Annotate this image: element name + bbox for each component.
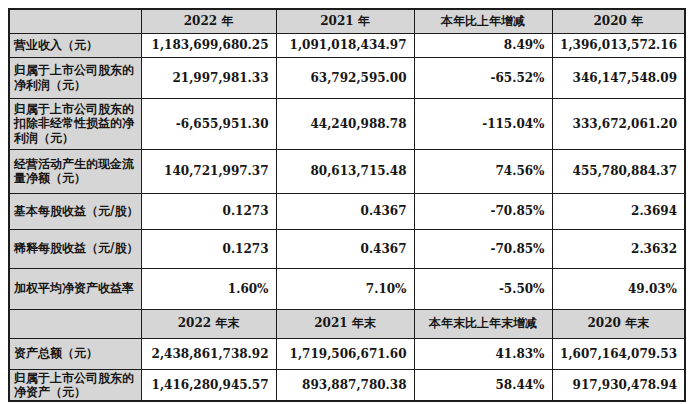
cell-2022: 0.1273: [141, 193, 276, 229]
cell-2022: 0.1273: [141, 229, 276, 268]
cell-yoy: -70.85%: [414, 193, 552, 229]
row-label: 经营活动产生的现金流量净额（元）: [9, 149, 141, 193]
cell-2022: -6,655,951.30: [141, 98, 276, 149]
cell-yoy: 58.44%: [414, 369, 552, 401]
cell-2022: 1,183,699,680.25: [141, 33, 276, 57]
row-label: 资产总额（元）: [9, 338, 141, 369]
financial-summary-table-container: 2022 年 2021 年 本年比上年增减 2020 年 营业收入（元） 1,1…: [8, 8, 686, 402]
table-row-net-profit-excl-nonrecurring: 归属于上市公司股东的扣除非经常性损益的净利润（元） -6,655,951.30 …: [9, 98, 685, 149]
row-label: 加权平均净资产收益率: [9, 268, 141, 309]
col-header-2022-end: 2022 年末: [141, 309, 276, 338]
cell-yoy: -65.52%: [414, 57, 552, 98]
col-header-yoy-change: 本年比上年增减: [414, 9, 552, 33]
table-row-revenue: 营业收入（元） 1,183,699,680.25 1,091,018,434.9…: [9, 33, 685, 57]
row-label: 归属于上市公司股东的净利润（元）: [9, 57, 141, 98]
row-label: 归属于上市公司股东的净资产（元）: [9, 369, 141, 401]
corner-cell: [9, 309, 141, 338]
cell-2020: 333,672,061.20: [552, 98, 685, 149]
cell-2021: 44,240,988.78: [276, 98, 414, 149]
row-label: 营业收入（元）: [9, 33, 141, 57]
cell-2021: 0.4367: [276, 229, 414, 268]
table-row-basic-eps: 基本每股收益（元/股） 0.1273 0.4367 -70.85% 2.3694: [9, 193, 685, 229]
table-row-net-assets: 归属于上市公司股东的净资产（元） 1,416,280,945.57 893,88…: [9, 369, 685, 401]
table-header-row-annual: 2022 年 2021 年 本年比上年增减 2020 年: [9, 9, 685, 33]
cell-2022: 1.60%: [141, 268, 276, 309]
table-row-operating-cash-flow: 经营活动产生的现金流量净额（元） 140,721,997.37 80,613,7…: [9, 149, 685, 193]
cell-yoy: 74.56%: [414, 149, 552, 193]
cell-2020: 1,607,164,079.53: [552, 338, 685, 369]
cell-2022: 140,721,997.37: [141, 149, 276, 193]
cell-yoy: 8.49%: [414, 33, 552, 57]
table-row-weighted-avg-roe: 加权平均净资产收益率 1.60% 7.10% -5.50% 49.03%: [9, 268, 685, 309]
col-header-2020-end: 2020 年末: [552, 309, 685, 338]
row-label: 归属于上市公司股东的扣除非经常性损益的净利润（元）: [9, 98, 141, 149]
cell-2020: 2.3632: [552, 229, 685, 268]
table-row-diluted-eps: 稀释每股收益（元/股） 0.1273 0.4367 -70.85% 2.3632: [9, 229, 685, 268]
cell-2021: 1,091,018,434.97: [276, 33, 414, 57]
cell-2022: 1,416,280,945.57: [141, 369, 276, 401]
col-header-2022: 2022 年: [141, 9, 276, 33]
cell-yoy: -115.04%: [414, 98, 552, 149]
cell-2020: 346,147,548.09: [552, 57, 685, 98]
cell-yoy: -70.85%: [414, 229, 552, 268]
col-header-yoy-end-change: 本年末比上年末增减: [414, 309, 552, 338]
table-row-total-assets: 资产总额（元） 2,438,861,738.92 1,719,506,671.6…: [9, 338, 685, 369]
row-label: 基本每股收益（元/股）: [9, 193, 141, 229]
cell-2021: 893,887,780.38: [276, 369, 414, 401]
cell-2020: 455,780,884.37: [552, 149, 685, 193]
col-header-2020: 2020 年: [552, 9, 685, 33]
cell-yoy: -5.50%: [414, 268, 552, 309]
cell-2021: 1,719,506,671.60: [276, 338, 414, 369]
cell-2021: 80,613,715.48: [276, 149, 414, 193]
corner-cell: [9, 9, 141, 33]
cell-yoy: 41.83%: [414, 338, 552, 369]
cell-2021: 0.4367: [276, 193, 414, 229]
cell-2022: 21,997,981.33: [141, 57, 276, 98]
table-row-net-profit: 归属于上市公司股东的净利润（元） 21,997,981.33 63,792,59…: [9, 57, 685, 98]
cell-2020: 2.3694: [552, 193, 685, 229]
col-header-2021: 2021 年: [276, 9, 414, 33]
row-label: 稀释每股收益（元/股）: [9, 229, 141, 268]
table-header-row-year-end: 2022 年末 2021 年末 本年末比上年末增减 2020 年末: [9, 309, 685, 338]
cell-2021: 7.10%: [276, 268, 414, 309]
cell-2021: 63,792,595.00: [276, 57, 414, 98]
financial-summary-table: 2022 年 2021 年 本年比上年增减 2020 年 营业收入（元） 1,1…: [8, 8, 686, 402]
col-header-2021-end: 2021 年末: [276, 309, 414, 338]
cell-2020: 49.03%: [552, 268, 685, 309]
cell-2020: 1,396,013,572.16: [552, 33, 685, 57]
cell-2022: 2,438,861,738.92: [141, 338, 276, 369]
cell-2020: 917,930,478.94: [552, 369, 685, 401]
